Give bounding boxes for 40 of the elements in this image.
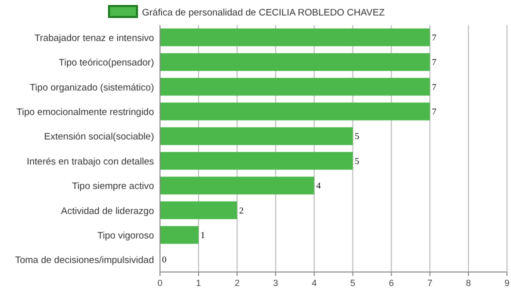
x-tick-label: 7 bbox=[427, 278, 432, 288]
x-tick-label: 9 bbox=[504, 278, 510, 288]
x-tick-label: 2 bbox=[234, 278, 240, 288]
data-label: 7 bbox=[432, 106, 437, 116]
y-tick-label: Interés en trabajo con detalles bbox=[26, 156, 154, 168]
y-tick-label: Trabajador tenaz e intensivo bbox=[34, 32, 154, 44]
data-label: 4 bbox=[316, 180, 322, 191]
bar bbox=[160, 201, 238, 220]
x-tick-label: 0 bbox=[157, 278, 163, 288]
x-tick-label: 3 bbox=[273, 278, 278, 288]
y-tick-label: Tipo emocionalmente restringido bbox=[16, 106, 154, 118]
y-tick-label: Extensión social(sociable) bbox=[44, 132, 154, 143]
bar bbox=[160, 176, 314, 194]
y-tick-label: Toma de decisiones/impulsividad bbox=[15, 255, 154, 266]
bar bbox=[160, 127, 353, 146]
data-label: 1 bbox=[200, 230, 206, 240]
x-tick-label: 5 bbox=[350, 278, 356, 288]
bar bbox=[160, 28, 430, 46]
bar bbox=[160, 102, 430, 120]
bar bbox=[160, 78, 430, 96]
data-label: 7 bbox=[432, 57, 437, 68]
data-label: 0 bbox=[162, 254, 167, 265]
x-tick-label: 4 bbox=[312, 278, 317, 288]
data-label: 7 bbox=[432, 82, 437, 92]
bar bbox=[160, 53, 430, 71]
y-tick-label: Tipo teórico(pensador) bbox=[58, 58, 154, 69]
x-tick-label: 6 bbox=[388, 278, 394, 288]
data-label: 5 bbox=[354, 131, 360, 142]
data-label: 7 bbox=[432, 32, 437, 42]
data-label: 2 bbox=[239, 205, 244, 216]
legend-label: Gráfica de personalidad de CECILIA ROBLEDO CHAVEZ bbox=[142, 8, 385, 18]
data-label: 5 bbox=[354, 156, 360, 166]
bar bbox=[160, 152, 353, 170]
x-tick-label: 8 bbox=[466, 278, 471, 288]
x-tick-label: 1 bbox=[196, 278, 202, 288]
y-tick-label: Tipo siempre activo bbox=[72, 181, 154, 192]
y-tick-label: Actividad de liderazgo bbox=[61, 206, 154, 217]
y-tick-label: Tipo vigoroso bbox=[97, 230, 154, 242]
y-tick-label: Tipo organizado (sistemático) bbox=[30, 82, 154, 94]
bar bbox=[160, 226, 199, 244]
